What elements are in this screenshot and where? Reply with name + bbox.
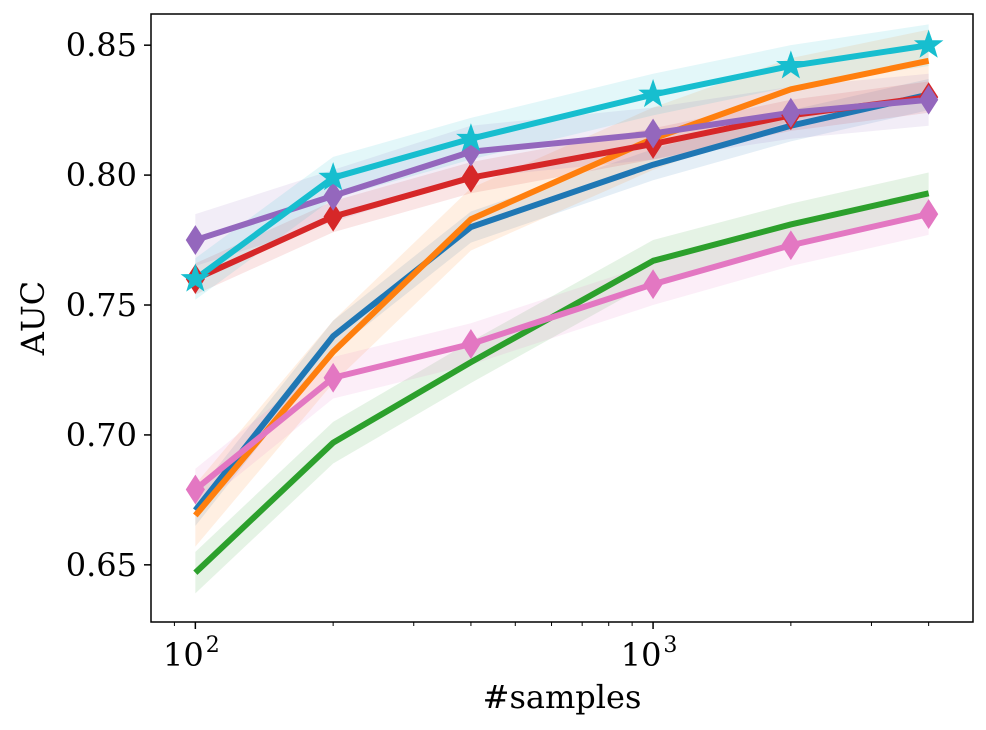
series-lines — [193, 42, 930, 575]
marker-cyan-5 — [913, 29, 944, 58]
marker-red-2 — [461, 162, 481, 193]
marker-cyan-2 — [456, 123, 486, 152]
band-blue — [195, 78, 929, 526]
marker-pink-5 — [919, 199, 939, 229]
band-pink — [195, 193, 929, 511]
band-green — [195, 172, 929, 594]
marker-purple-5 — [919, 84, 939, 115]
marker-pink-2 — [461, 329, 481, 359]
y-axis-label: AUC — [14, 281, 52, 357]
y-tick-label: 0.85 — [66, 26, 137, 64]
x-tick-label: 102 — [163, 633, 220, 674]
plot-frame — [150, 13, 974, 623]
marker-cyan-1 — [318, 162, 348, 191]
series-line-blue — [193, 91, 930, 513]
marker-pink-3 — [643, 269, 663, 300]
marker-cyan-4 — [776, 50, 806, 79]
series-line-orange — [193, 57, 930, 518]
series-line-purple — [194, 96, 929, 243]
marker-red-1 — [323, 201, 343, 232]
y-tick-label: 0.75 — [66, 286, 137, 324]
marker-cyan-0 — [180, 263, 211, 292]
marker-pink-4 — [781, 230, 801, 261]
marker-purple-0 — [185, 225, 205, 255]
band-orange — [195, 29, 929, 547]
marker-purple-1 — [323, 180, 343, 211]
marker-purple-4 — [781, 97, 801, 128]
x-axis-label: #samples — [483, 678, 642, 716]
x-axis: 102 103 — [163, 622, 930, 674]
y-axis: 0.65 0.70 0.75 0.80 0.85 — [66, 26, 151, 584]
series-line-cyan — [193, 42, 930, 282]
y-tick-label: 0.70 — [66, 416, 137, 454]
y-tick-label: 0.80 — [66, 156, 137, 194]
marker-purple-3 — [643, 118, 663, 149]
x-tick-label: 103 — [621, 633, 678, 674]
marker-pink-0 — [185, 474, 205, 505]
band-red — [195, 81, 929, 295]
marker-cyan-3 — [638, 79, 668, 108]
series-markers — [180, 29, 944, 505]
y-tick-label: 0.65 — [66, 546, 137, 584]
series-line-pink — [193, 211, 930, 492]
band-cyan — [195, 24, 929, 300]
marker-pink-1 — [323, 362, 343, 393]
